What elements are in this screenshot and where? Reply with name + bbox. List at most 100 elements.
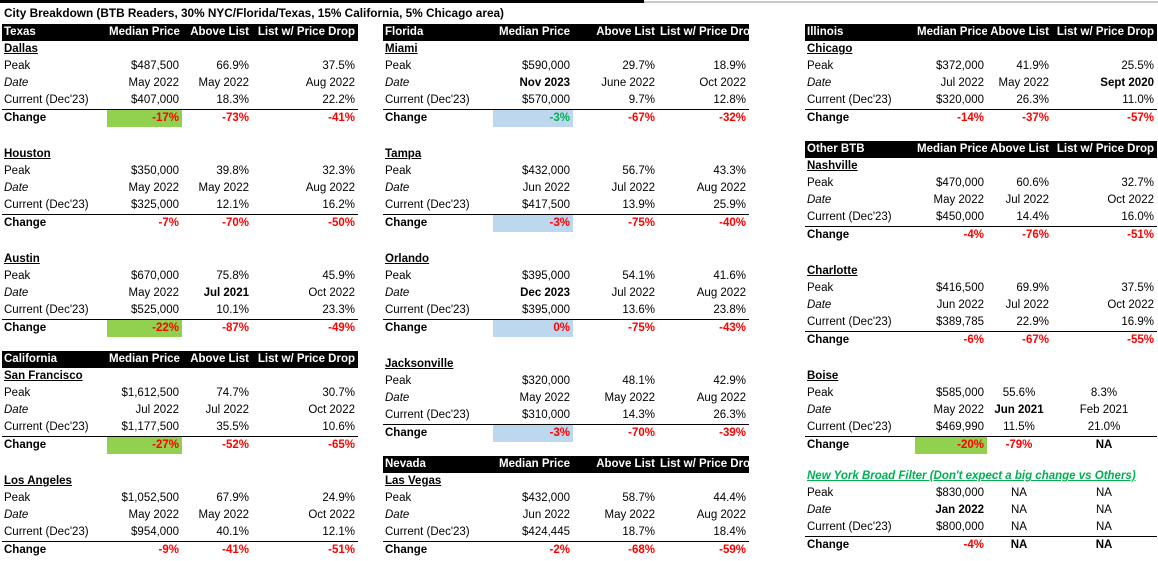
price-drop-cell[interactable]: Aug 2022 [696, 392, 746, 404]
above-list-cell[interactable]: -41% [222, 544, 249, 556]
row-label[interactable]: Date [385, 182, 410, 194]
median-price-cell[interactable]: $416,500 [936, 282, 984, 294]
median-price-cell[interactable]: 0% [493, 320, 573, 337]
price-drop-cell[interactable]: 16.9% [1121, 316, 1154, 328]
price-drop-cell[interactable]: 30.7% [322, 387, 355, 399]
city-name[interactable]: Tampa [385, 148, 422, 160]
median-price-cell[interactable]: Jul 2022 [940, 77, 984, 89]
median-price-cell[interactable]: $585,000 [936, 387, 984, 399]
median-price-cell[interactable]: May 2022 [128, 77, 179, 89]
median-price-cell[interactable]: -4% [963, 229, 984, 241]
row-label[interactable]: Peak [385, 375, 412, 387]
state-name[interactable]: Florida [385, 26, 424, 38]
above-list-cell[interactable]: 18.3% [216, 94, 249, 106]
above-list-cell[interactable]: May 2022 [198, 182, 249, 194]
city-name[interactable]: Boise [807, 370, 839, 382]
median-price-cell[interactable]: -9% [158, 544, 179, 556]
price-drop-cell[interactable]: Oct 2022 [699, 77, 746, 89]
row-label[interactable]: Date [4, 404, 29, 416]
row-label[interactable]: Current (Dec'23) [385, 199, 470, 211]
row-label[interactable]: Peak [4, 492, 31, 504]
median-price-cell[interactable]: Jan 2022 [935, 504, 984, 516]
price-drop-cell[interactable]: 23.8% [713, 304, 746, 316]
row-label[interactable]: Current (Dec'23) [807, 211, 892, 223]
price-drop-cell[interactable]: 21.0% [1087, 421, 1121, 433]
city-name[interactable]: Jacksonville [385, 358, 454, 370]
price-drop-cell[interactable]: 45.9% [322, 270, 355, 282]
price-drop-cell[interactable]: Aug 2022 [696, 182, 746, 194]
above-list-cell[interactable]: May 2022 [198, 77, 249, 89]
above-list-cell[interactable]: -52% [222, 439, 249, 451]
price-drop-cell[interactable]: 23.3% [322, 304, 355, 316]
price-drop-cell[interactable]: -40% [719, 217, 746, 229]
row-label[interactable]: Current (Dec'23) [4, 526, 89, 538]
median-price-cell[interactable]: $800,000 [936, 521, 984, 533]
above-list-cell[interactable]: May 2022 [604, 509, 655, 521]
median-price-cell[interactable]: $389,785 [936, 316, 984, 328]
price-drop-cell[interactable]: -50% [328, 217, 355, 229]
price-drop-cell[interactable]: -43% [719, 322, 746, 334]
row-label[interactable]: Current (Dec'23) [807, 94, 892, 106]
median-price-cell[interactable]: -22% [107, 320, 182, 337]
row-label[interactable]: Date [4, 287, 29, 299]
price-drop-cell[interactable]: 32.3% [322, 165, 355, 177]
price-drop-cell[interactable]: -51% [1127, 229, 1154, 241]
city-name[interactable]: Las Vegas [385, 475, 442, 487]
price-drop-cell[interactable]: NA [1096, 521, 1112, 533]
above-list-cell[interactable]: 56.7% [622, 165, 655, 177]
price-drop-cell[interactable]: 11.0% [1122, 94, 1154, 106]
column-header[interactable]: Median Price [109, 353, 180, 365]
median-price-cell[interactable]: -14% [957, 112, 984, 124]
median-price-cell[interactable]: $469,990 [936, 421, 984, 433]
above-list-cell[interactable]: 18.7% [622, 526, 655, 538]
median-price-cell[interactable]: $395,000 [522, 304, 570, 316]
above-list-cell[interactable]: 14.3% [622, 409, 655, 421]
median-price-cell[interactable]: -17% [107, 110, 182, 127]
median-price-cell[interactable]: $450,000 [936, 211, 984, 223]
price-drop-cell[interactable]: -65% [328, 439, 355, 451]
row-label[interactable]: Change [4, 112, 47, 124]
row-label[interactable]: Date [4, 182, 29, 194]
above-list-cell[interactable]: NA [1011, 504, 1027, 516]
above-list-cell[interactable]: NA [1011, 487, 1027, 499]
median-price-cell[interactable]: -7% [158, 217, 179, 229]
median-price-cell[interactable]: May 2022 [128, 287, 179, 299]
above-list-cell[interactable]: May 2022 [604, 392, 655, 404]
median-price-cell[interactable]: $1,052,500 [121, 492, 179, 504]
row-label[interactable]: Current (Dec'23) [4, 421, 89, 433]
above-list-cell[interactable]: 58.7% [622, 492, 655, 504]
median-price-cell[interactable]: May 2022 [128, 509, 179, 521]
above-list-cell[interactable]: May 2022 [198, 509, 249, 521]
above-list-cell[interactable]: Jun 2021 [994, 404, 1044, 416]
column-header[interactable]: Median Price [499, 26, 570, 38]
median-price-cell[interactable]: $570,000 [522, 94, 570, 106]
row-label[interactable]: Date [807, 404, 832, 416]
row-label[interactable]: Change [807, 539, 850, 551]
row-label[interactable]: Change [385, 217, 428, 229]
column-header[interactable]: List w/ Price Drop [257, 353, 355, 365]
column-header[interactable]: Median Price [917, 143, 987, 155]
row-label[interactable]: Peak [385, 165, 412, 177]
price-drop-cell[interactable]: Feb 2021 [1079, 404, 1129, 416]
median-price-cell[interactable]: Dec 2023 [520, 287, 570, 299]
row-label[interactable]: Peak [385, 270, 412, 282]
column-header[interactable]: Median Price [109, 26, 180, 38]
city-name[interactable]: Dallas [4, 43, 38, 55]
median-price-cell[interactable]: Nov 2023 [519, 77, 570, 89]
above-list-cell[interactable]: 35.5% [216, 421, 249, 433]
row-label[interactable]: Peak [807, 387, 834, 399]
above-list-cell[interactable]: 66.9% [216, 60, 249, 72]
above-list-cell[interactable]: 26.3% [1016, 94, 1049, 106]
above-list-cell[interactable]: 60.6% [1016, 177, 1049, 189]
above-list-cell[interactable]: 14.4% [1016, 211, 1049, 223]
state-name[interactable]: Texas [4, 26, 36, 38]
above-list-cell[interactable]: NA [1010, 539, 1028, 551]
price-drop-cell[interactable]: NA [1095, 439, 1113, 451]
median-price-cell[interactable]: May 2022 [933, 404, 984, 416]
row-label[interactable]: Current (Dec'23) [807, 316, 892, 328]
row-label[interactable]: Date [385, 509, 410, 521]
above-list-cell[interactable]: 55.6% [1002, 387, 1036, 399]
price-drop-cell[interactable]: 37.5% [322, 60, 355, 72]
row-label[interactable]: Change [385, 322, 428, 334]
price-drop-cell[interactable]: -41% [328, 112, 355, 124]
